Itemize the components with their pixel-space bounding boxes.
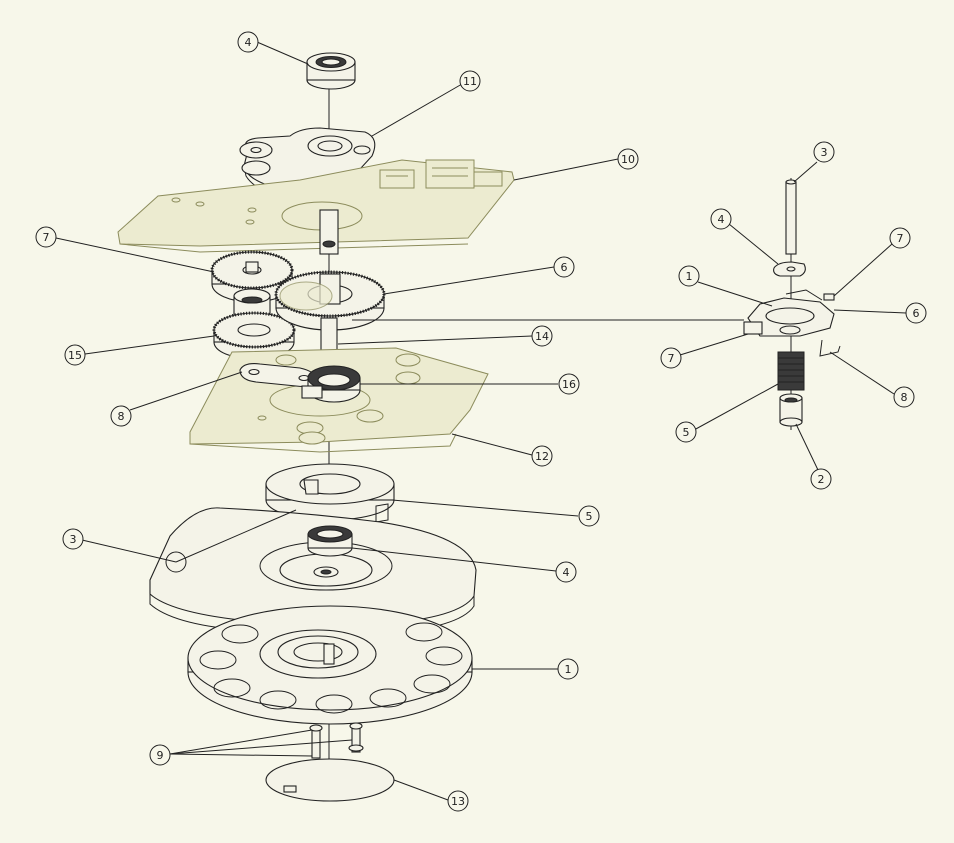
svg-text:6: 6 [561, 261, 568, 274]
bearing-part-top [306, 52, 356, 90]
svg-text:9: 9 [157, 749, 164, 762]
svg-text:1: 1 [686, 270, 693, 283]
upper-mounting-plate-part [117, 159, 515, 253]
callout-13: 13 [447, 790, 469, 812]
large-tray-part [149, 507, 477, 635]
callout-5: 5 [578, 505, 600, 527]
callout-12: 12 [531, 445, 553, 467]
svg-text:5: 5 [586, 510, 593, 523]
svg-text:10: 10 [621, 153, 635, 166]
svg-text:7: 7 [897, 232, 904, 245]
callout-1: 1 [557, 658, 579, 680]
spring-ring-part [301, 365, 361, 403]
callout-9: 9 [149, 744, 171, 766]
callout-sub-7-top: 7 [889, 227, 911, 249]
svg-text:16: 16 [562, 378, 576, 391]
callout-sub-4: 4 [710, 208, 732, 230]
callout-sub-2: 2 [810, 468, 832, 490]
callout-3: 3 [62, 528, 84, 550]
carousel-wheel-part [187, 605, 473, 725]
callout-sub-3: 3 [813, 141, 835, 163]
callout-sub-7-low: 7 [660, 347, 682, 369]
callout-11: 11 [459, 70, 481, 92]
callout-14: 14 [531, 325, 553, 347]
svg-text:13: 13 [451, 795, 465, 808]
svg-text:3: 3 [821, 146, 828, 159]
svg-text:8: 8 [118, 410, 125, 423]
svg-text:4: 4 [563, 566, 570, 579]
base-disk-part [265, 758, 395, 802]
callout-4-low: 4 [555, 561, 577, 583]
svg-text:14: 14 [535, 330, 549, 343]
svg-text:5: 5 [683, 426, 690, 439]
leader-lines [55, 41, 907, 801]
callout-7: 7 [35, 226, 57, 248]
large-drive-gear-part [274, 270, 386, 331]
cam-ring-part [265, 463, 395, 523]
callout-sub-5: 5 [675, 421, 697, 443]
callout-16: 16 [558, 373, 580, 395]
svg-text:7: 7 [668, 352, 675, 365]
callout-10: 10 [617, 148, 639, 170]
svg-text:15: 15 [68, 349, 82, 362]
callout-8: 8 [110, 405, 132, 427]
callout-sub-8: 8 [893, 386, 915, 408]
svg-text:4: 4 [245, 36, 252, 49]
svg-text:1: 1 [565, 663, 572, 676]
svg-text:4: 4 [718, 213, 725, 226]
svg-text:6: 6 [913, 307, 920, 320]
callout-4-top: 4 [237, 31, 259, 53]
svg-text:11: 11 [463, 75, 477, 88]
svg-text:2: 2 [818, 473, 825, 486]
callout-sub-6: 6 [905, 302, 927, 324]
sub-assembly-view [743, 178, 841, 430]
callout-6: 6 [553, 256, 575, 278]
svg-text:12: 12 [535, 450, 549, 463]
screw-set-part [309, 722, 364, 759]
svg-text:3: 3 [70, 533, 77, 546]
upper-spur-gear-part [210, 250, 294, 303]
bearing-part-low [307, 525, 353, 557]
callout-sub-1: 1 [678, 265, 700, 287]
callout-15: 15 [64, 344, 86, 366]
svg-text:7: 7 [43, 231, 50, 244]
svg-text:8: 8 [901, 391, 908, 404]
